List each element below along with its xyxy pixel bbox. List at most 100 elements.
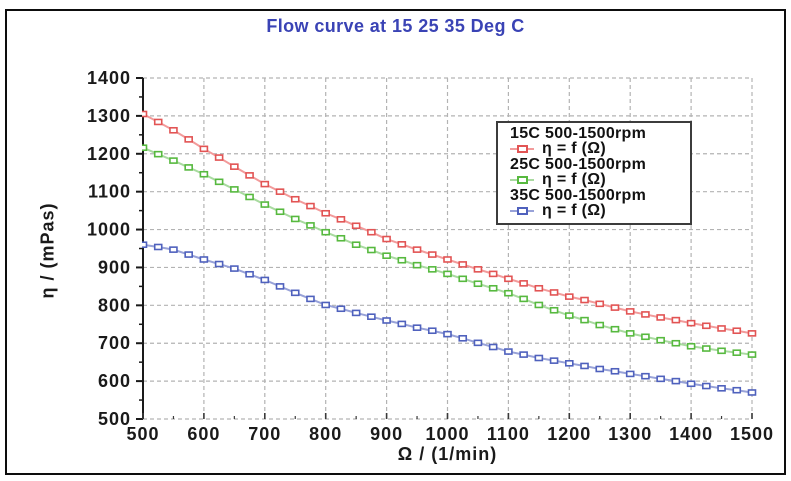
data-point-marker	[260, 201, 270, 208]
data-point-marker	[564, 312, 574, 319]
x-tick-label: 1500	[730, 424, 774, 444]
data-point-marker	[382, 317, 391, 324]
data-point-marker	[199, 145, 209, 153]
data-point-marker	[686, 380, 696, 388]
data-point-marker	[142, 110, 148, 118]
data-point-marker	[153, 243, 163, 251]
data-point-marker	[504, 275, 513, 283]
data-point-marker	[595, 365, 605, 373]
y-axis-title: η / (mPas)	[37, 202, 58, 299]
data-point-marker	[717, 385, 726, 392]
data-point-marker	[625, 370, 635, 378]
legend-entry: η = f (Ω)	[510, 202, 688, 220]
data-point-marker	[184, 164, 193, 171]
data-point-marker	[717, 325, 726, 332]
data-point-marker	[260, 180, 270, 188]
data-point-marker	[519, 295, 528, 303]
data-point-marker	[382, 235, 391, 243]
data-point-marker	[336, 216, 346, 223]
data-point-marker	[260, 276, 270, 284]
data-point-marker	[169, 157, 178, 164]
data-point-marker	[351, 309, 361, 317]
legend-entry-label: 35C 500-1500rpm	[510, 187, 647, 204]
data-point-marker	[230, 186, 239, 193]
data-point-marker	[656, 375, 665, 383]
data-point-marker	[290, 215, 300, 223]
legend-entry-formula: η = f (Ω)	[542, 202, 606, 220]
data-point-marker	[153, 150, 163, 158]
x-tick-label: 1400	[669, 424, 713, 444]
data-point-marker	[367, 228, 376, 236]
data-point-marker	[142, 144, 148, 152]
data-point-marker	[458, 334, 468, 342]
data-point-marker	[488, 270, 498, 278]
data-point-marker	[184, 251, 193, 258]
data-point-marker	[686, 319, 696, 327]
data-point-marker	[610, 325, 620, 333]
data-point-marker	[671, 339, 681, 347]
y-tick-label: 800	[98, 295, 131, 315]
y-tick-label: 1200	[87, 144, 131, 164]
data-point-marker	[397, 320, 407, 328]
data-point-marker	[519, 351, 528, 358]
data-point-marker	[230, 265, 239, 272]
data-point-marker	[427, 251, 437, 258]
data-point-marker	[336, 234, 346, 242]
data-point-marker	[488, 284, 498, 292]
data-point-marker	[169, 246, 178, 253]
data-point-marker	[595, 321, 605, 329]
data-point-marker	[549, 306, 559, 314]
data-point-marker	[321, 209, 331, 217]
y-tick-label: 1400	[87, 68, 131, 88]
data-point-marker	[534, 354, 544, 362]
data-point-marker	[504, 289, 513, 297]
series-35C	[142, 241, 757, 396]
x-tick-label: 800	[309, 424, 342, 444]
legend-entry: η = f (Ω)	[510, 171, 688, 189]
legend-entry-label: 25C 500-1500rpm	[510, 156, 647, 173]
data-point-marker	[641, 333, 650, 341]
data-point-marker	[717, 347, 726, 355]
data-point-marker	[656, 336, 665, 344]
data-point-marker	[595, 300, 605, 308]
open-square-marker-icon	[510, 207, 534, 216]
x-tick-label: 600	[187, 424, 220, 444]
data-point-marker	[184, 136, 193, 143]
x-tick-label: 1300	[608, 424, 652, 444]
series-25C	[142, 144, 757, 358]
data-point-marker	[747, 351, 757, 358]
data-point-marker	[580, 316, 589, 324]
data-point-marker	[656, 314, 665, 321]
x-tick-label: 500	[126, 424, 159, 444]
data-point-marker	[488, 343, 498, 351]
legend-entry-label: 15C 500-1500rpm	[510, 125, 647, 142]
data-point-marker	[214, 260, 224, 268]
data-point-marker	[473, 339, 483, 347]
data-point-marker	[367, 246, 376, 254]
legend-entry-formula: η = f (Ω)	[542, 171, 606, 189]
data-point-marker	[245, 193, 254, 201]
data-point-marker	[153, 118, 163, 126]
y-tick-label: 700	[98, 333, 131, 353]
data-point-marker	[245, 172, 254, 179]
data-point-marker	[427, 327, 437, 335]
data-point-marker	[321, 301, 331, 309]
y-tick-label: 900	[98, 257, 131, 277]
data-point-marker	[458, 275, 468, 283]
data-point-marker	[230, 163, 239, 170]
x-axis-title: Ω / (1/min)	[397, 444, 498, 464]
data-point-marker	[275, 208, 285, 216]
y-tick-label: 1000	[87, 220, 131, 240]
x-tick-label: 1000	[425, 424, 469, 444]
data-point-marker	[397, 241, 407, 248]
y-tick-label: 600	[98, 371, 131, 391]
data-point-marker	[732, 386, 742, 394]
data-point-marker	[702, 322, 711, 330]
data-point-marker	[306, 295, 315, 303]
data-point-marker	[671, 377, 681, 385]
data-point-marker	[549, 357, 559, 364]
data-point-marker	[412, 261, 422, 269]
data-point-marker	[564, 360, 574, 367]
data-point-marker	[142, 241, 148, 249]
